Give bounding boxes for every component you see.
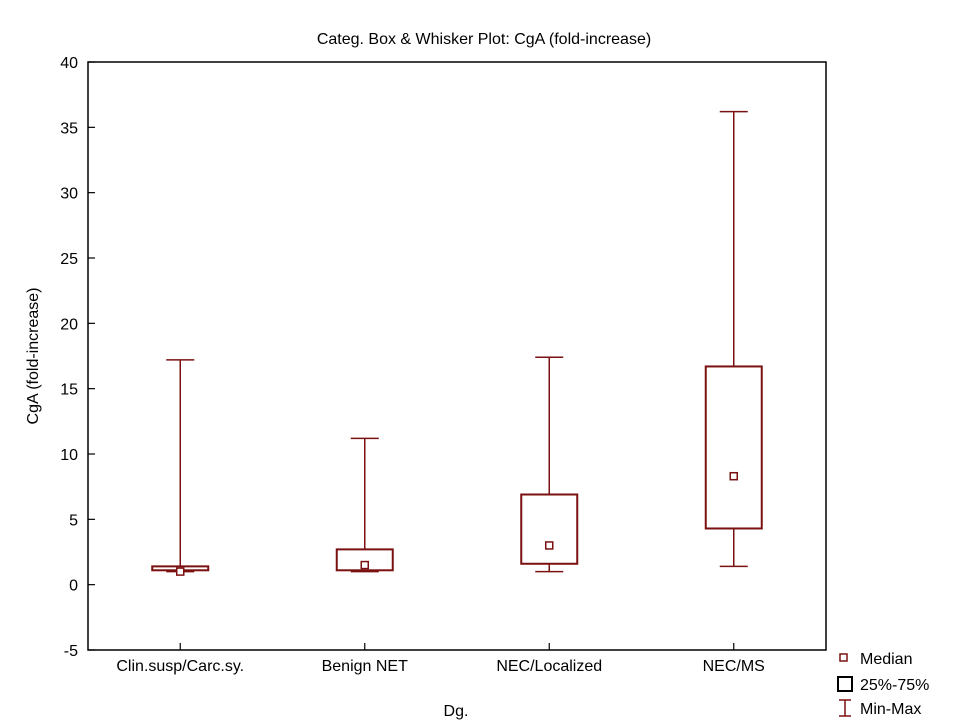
iqr-box: [335, 548, 394, 572]
x-tick-label: Benign NET: [322, 658, 408, 675]
median-marker: [360, 560, 369, 570]
median-marker: [545, 541, 554, 550]
x-tick-label: NEC/MS: [703, 658, 765, 675]
legend: Median 25%-75% Min-Max: [837, 651, 929, 718]
y-tick-label: -5: [64, 643, 78, 660]
box-group: [335, 437, 394, 573]
legend-whisker-label: Min-Max: [860, 701, 921, 718]
x-tick-label: NEC/Localized: [496, 658, 602, 675]
y-axis: -5 0 5 10 15 20 25 30 35 40: [60, 55, 95, 660]
y-tick-label: 0: [69, 578, 78, 595]
chart-title: Categ. Box & Whisker Plot: CgA (fold-inc…: [317, 31, 651, 48]
y-tick-label: 40: [60, 55, 78, 72]
legend-median-label: Median: [860, 651, 912, 668]
x-axis-label: Dg.: [444, 703, 469, 720]
y-tick-label: 15: [60, 382, 78, 399]
x-axis: Clin.susp/Carc.sy. Benign NET NEC/Localize…: [116, 643, 765, 675]
median-marker: [729, 471, 738, 481]
legend-box-marker: [837, 676, 853, 692]
legend-box-label: 25%-75%: [860, 677, 929, 694]
legend-median-marker: [839, 653, 848, 662]
x-tick-label: Clin.susp/Carc.sy.: [116, 658, 244, 675]
y-tick-label: 20: [60, 316, 78, 333]
iqr-box: [520, 493, 579, 565]
y-tick-label: 35: [60, 120, 78, 137]
legend-whisker-marker: [839, 699, 851, 717]
box-group: [151, 359, 210, 576]
median-marker: [176, 567, 185, 576]
y-tick-label: 5: [69, 512, 78, 529]
y-axis-label: CgA (fold-increase): [25, 288, 42, 425]
y-tick-label: 30: [60, 186, 78, 203]
box-group: [520, 356, 579, 573]
y-tick-label: 10: [60, 447, 78, 464]
boxes: [151, 110, 763, 576]
iqr-box: [704, 365, 763, 530]
box-group: [704, 110, 763, 568]
y-tick-label: 25: [60, 251, 78, 268]
plot-frame: [87, 61, 827, 651]
